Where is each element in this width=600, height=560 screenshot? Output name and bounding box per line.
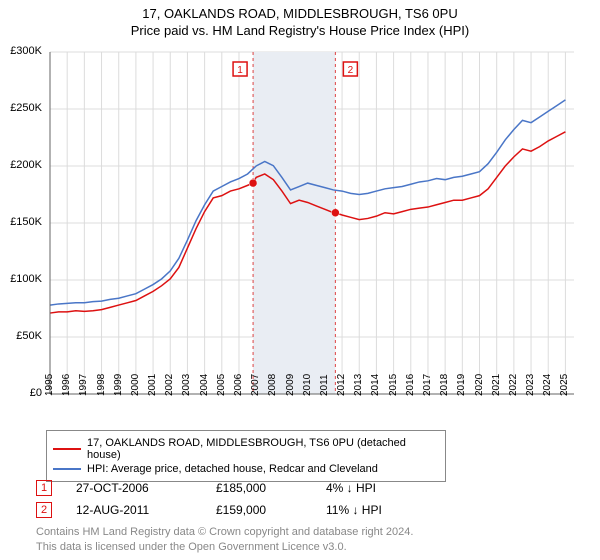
x-tick-label: 2005	[216, 374, 227, 396]
y-tick-label: £0	[0, 387, 42, 399]
x-tick-label: 2002	[164, 374, 175, 396]
x-tick-label: 2011	[319, 374, 330, 396]
marker-delta-1: 4% ↓ HPI	[326, 481, 446, 495]
chart-svg: 12	[46, 48, 578, 398]
marker-id-2: 2	[36, 502, 52, 518]
x-tick-label: 2023	[525, 374, 536, 396]
x-tick-label: 2019	[456, 374, 467, 396]
y-tick-label: £50K	[0, 330, 42, 342]
marker-row-1: 1 27-OCT-2006 £185,000 4% ↓ HPI	[36, 480, 566, 496]
chart-title-block: 17, OAKLANDS ROAD, MIDDLESBROUGH, TS6 0P…	[0, 0, 600, 40]
marker-date-2: 12-AUG-2011	[76, 503, 216, 517]
x-tick-label: 1996	[61, 374, 72, 396]
svg-text:1: 1	[237, 65, 243, 76]
x-tick-label: 2003	[181, 374, 192, 396]
x-tick-label: 2001	[147, 374, 158, 396]
marker-table: 1 27-OCT-2006 £185,000 4% ↓ HPI 2 12-AUG…	[36, 474, 566, 524]
x-tick-label: 2020	[474, 374, 485, 396]
x-tick-label: 2006	[233, 374, 244, 396]
marker-delta-2: 11% ↓ HPI	[326, 503, 446, 517]
x-tick-label: 2018	[439, 374, 450, 396]
y-tick-label: £150K	[0, 216, 42, 228]
legend-swatch-hpi	[53, 468, 81, 470]
y-tick-label: £300K	[0, 45, 42, 57]
marker-price-1: £185,000	[216, 481, 326, 495]
x-tick-label: 2016	[405, 374, 416, 396]
price-chart: 12	[46, 48, 578, 398]
legend-item-property: 17, OAKLANDS ROAD, MIDDLESBROUGH, TS6 0P…	[53, 437, 439, 461]
x-tick-label: 2007	[250, 374, 261, 396]
x-tick-label: 2025	[559, 374, 570, 396]
marker-id-1: 1	[36, 480, 52, 496]
x-tick-label: 1998	[96, 374, 107, 396]
x-tick-label: 2010	[302, 374, 313, 396]
x-tick-label: 2013	[353, 374, 364, 396]
x-tick-label: 2024	[542, 374, 553, 396]
license-line2: This data is licensed under the Open Gov…	[36, 540, 413, 554]
marker-price-2: £159,000	[216, 503, 326, 517]
y-tick-label: £250K	[0, 102, 42, 114]
x-tick-label: 1995	[44, 374, 55, 396]
x-tick-label: 1999	[113, 374, 124, 396]
x-tick-label: 1997	[78, 374, 89, 396]
x-tick-label: 2009	[285, 374, 296, 396]
x-tick-label: 2021	[491, 374, 502, 396]
x-tick-label: 2014	[370, 374, 381, 396]
legend-swatch-property	[53, 448, 81, 450]
title-line1: 17, OAKLANDS ROAD, MIDDLESBROUGH, TS6 0P…	[0, 6, 600, 21]
marker-row-2: 2 12-AUG-2011 £159,000 11% ↓ HPI	[36, 502, 566, 518]
x-tick-label: 2004	[199, 374, 210, 396]
x-tick-label: 2000	[130, 374, 141, 396]
x-tick-label: 2012	[336, 374, 347, 396]
license-line1: Contains HM Land Registry data © Crown c…	[36, 525, 413, 539]
x-tick-label: 2017	[422, 374, 433, 396]
marker-date-1: 27-OCT-2006	[76, 481, 216, 495]
svg-text:2: 2	[348, 65, 354, 76]
x-tick-label: 2008	[267, 374, 278, 396]
legend-label-property: 17, OAKLANDS ROAD, MIDDLESBROUGH, TS6 0P…	[87, 437, 439, 461]
x-tick-label: 2022	[508, 374, 519, 396]
license-text: Contains HM Land Registry data © Crown c…	[36, 525, 413, 554]
y-tick-label: £200K	[0, 159, 42, 171]
title-line2: Price paid vs. HM Land Registry's House …	[0, 23, 600, 38]
y-tick-label: £100K	[0, 273, 42, 285]
x-tick-label: 2015	[388, 374, 399, 396]
